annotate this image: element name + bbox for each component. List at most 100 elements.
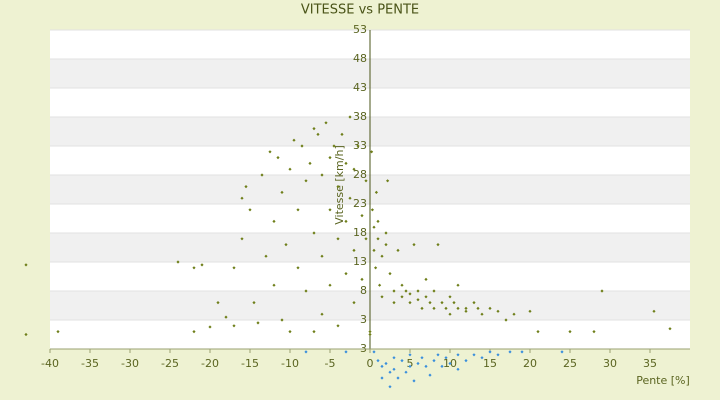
point xyxy=(360,277,364,281)
point xyxy=(408,353,412,357)
point xyxy=(420,356,424,360)
point xyxy=(304,179,308,183)
point xyxy=(412,379,416,383)
point xyxy=(296,208,300,212)
point xyxy=(416,298,420,302)
point xyxy=(336,237,340,241)
point xyxy=(432,306,436,310)
point xyxy=(364,237,368,241)
point xyxy=(200,263,204,267)
point xyxy=(436,353,440,357)
x-tick-label: 20 xyxy=(523,357,537,370)
point xyxy=(668,327,672,331)
point xyxy=(456,367,460,371)
point xyxy=(392,367,396,371)
y-tick-label: 38 xyxy=(353,110,367,123)
point xyxy=(424,364,428,368)
x-tick-label: 15 xyxy=(483,357,497,370)
point xyxy=(312,330,316,334)
point xyxy=(324,121,328,125)
point xyxy=(432,359,436,363)
point xyxy=(344,272,348,276)
point xyxy=(368,330,372,334)
point xyxy=(344,219,348,223)
y-tick-label: 8 xyxy=(360,284,367,297)
point xyxy=(464,306,468,310)
x-tick-label: 5 xyxy=(407,357,414,370)
point xyxy=(244,185,248,189)
point xyxy=(296,266,300,270)
point xyxy=(444,356,448,360)
x-tick-label: -5 xyxy=(325,357,336,370)
point xyxy=(440,364,444,368)
y-tick-label: 23 xyxy=(353,197,367,210)
point xyxy=(424,295,428,299)
point xyxy=(400,283,404,287)
point xyxy=(456,353,460,357)
point xyxy=(352,248,356,252)
point xyxy=(420,306,424,310)
point xyxy=(528,309,532,313)
point xyxy=(496,353,500,357)
point xyxy=(272,283,276,287)
point xyxy=(488,306,492,310)
point xyxy=(520,350,524,354)
point xyxy=(568,330,572,334)
point xyxy=(224,315,228,319)
point xyxy=(288,167,292,171)
point xyxy=(352,301,356,305)
y-tick-label: 48 xyxy=(353,52,367,65)
point xyxy=(448,312,452,316)
point xyxy=(360,214,364,218)
point xyxy=(452,301,456,305)
point xyxy=(400,359,404,363)
point xyxy=(592,330,596,334)
point xyxy=(416,361,420,366)
x-tick-label: -15 xyxy=(241,357,259,370)
point xyxy=(432,289,436,293)
point xyxy=(392,301,396,305)
point xyxy=(368,332,372,337)
point xyxy=(376,237,380,241)
point xyxy=(652,309,656,313)
point xyxy=(396,376,400,380)
point xyxy=(388,370,392,374)
point xyxy=(560,350,564,354)
point xyxy=(428,373,432,377)
point xyxy=(24,332,28,337)
point xyxy=(404,289,408,293)
point xyxy=(56,330,60,334)
point xyxy=(256,321,260,325)
point xyxy=(260,173,264,177)
point xyxy=(240,196,244,200)
point xyxy=(308,161,312,165)
point xyxy=(384,243,388,247)
point xyxy=(536,330,540,334)
point xyxy=(370,150,374,154)
point xyxy=(332,144,336,148)
point xyxy=(372,248,376,252)
point xyxy=(456,306,460,310)
point xyxy=(370,208,374,212)
point xyxy=(472,353,476,357)
point xyxy=(340,132,344,136)
point xyxy=(208,325,212,329)
point xyxy=(396,248,400,252)
point xyxy=(424,277,428,281)
point xyxy=(408,364,412,368)
point xyxy=(192,330,196,334)
point xyxy=(192,266,196,270)
x-tick-label: -20 xyxy=(201,357,219,370)
point xyxy=(312,231,316,235)
point xyxy=(476,306,480,310)
point xyxy=(364,179,368,183)
x-tick-label: -35 xyxy=(81,357,99,370)
point xyxy=(376,219,380,223)
point xyxy=(380,376,384,380)
point xyxy=(304,289,308,293)
point xyxy=(464,309,468,313)
point xyxy=(600,289,604,293)
point xyxy=(412,243,416,247)
x-tick-label: 25 xyxy=(563,357,577,370)
